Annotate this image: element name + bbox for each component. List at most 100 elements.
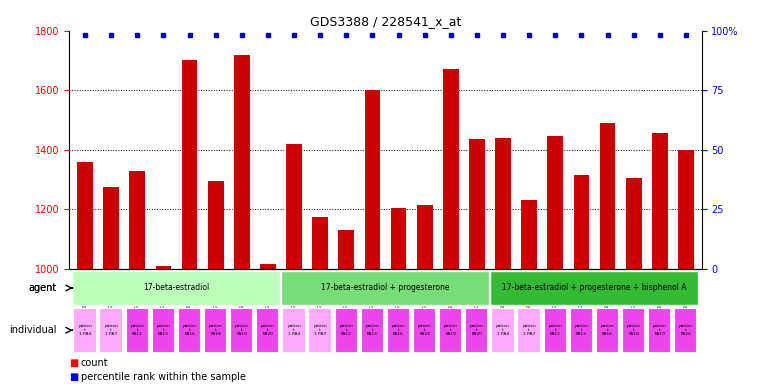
Text: GSM259392: GSM259392 — [239, 271, 244, 310]
Bar — [361, 308, 383, 353]
Bar — [570, 308, 592, 353]
Text: patien
t
PA13: patien t PA13 — [365, 324, 379, 336]
Text: patien
t
PA19: patien t PA19 — [235, 324, 249, 336]
Text: patien
t
PA19: patien t PA19 — [444, 324, 458, 336]
Bar — [103, 187, 119, 269]
Text: patien
t
PA20: patien t PA20 — [470, 324, 484, 336]
Bar — [413, 308, 435, 353]
Text: 17-beta-estradiol + progesterone + bisphenol A: 17-beta-estradiol + progesterone + bisph… — [502, 283, 687, 293]
Text: patien
t
1 PA7: patien t 1 PA7 — [313, 324, 327, 336]
Bar — [182, 60, 197, 269]
Bar — [312, 217, 328, 269]
Text: GSM259342: GSM259342 — [500, 271, 506, 310]
Text: GSM259396: GSM259396 — [474, 271, 480, 310]
Bar — [73, 308, 96, 353]
Bar — [544, 308, 566, 353]
Text: patien
t
PA18: patien t PA18 — [627, 324, 641, 336]
Bar — [491, 308, 513, 353]
Text: patien
t
PA16: patien t PA16 — [601, 324, 614, 336]
Text: GSM259386: GSM259386 — [214, 271, 218, 310]
Bar — [622, 308, 644, 353]
Text: patien
t
1 PA4: patien t 1 PA4 — [287, 324, 301, 336]
Bar — [126, 308, 148, 353]
Text: GSM259349: GSM259349 — [527, 271, 532, 310]
Bar — [574, 175, 589, 269]
Text: GSM259367: GSM259367 — [370, 271, 375, 310]
Bar — [282, 308, 305, 353]
Text: patien
t
1 PA4: patien t 1 PA4 — [78, 324, 92, 336]
Bar — [77, 162, 93, 269]
Bar — [365, 90, 380, 269]
Bar — [130, 170, 145, 269]
Bar — [443, 70, 459, 269]
Text: patien
t
PA20: patien t PA20 — [679, 324, 693, 336]
Text: GSM259393: GSM259393 — [448, 271, 453, 310]
Text: percentile rank within the sample: percentile rank within the sample — [81, 372, 246, 382]
Text: count: count — [81, 358, 109, 368]
Text: 17-beta-estradiol: 17-beta-estradiol — [143, 283, 210, 293]
Text: patien
t
PA18: patien t PA18 — [209, 324, 223, 336]
Bar — [469, 139, 485, 269]
Text: GSM259339: GSM259339 — [82, 271, 88, 310]
Text: patien
t
PA13: patien t PA13 — [157, 324, 170, 336]
Bar — [417, 205, 433, 269]
Bar — [152, 308, 174, 353]
Text: patien
t
1 PA7: patien t 1 PA7 — [104, 324, 118, 336]
Text: patien
t
PA18: patien t PA18 — [418, 324, 432, 336]
Bar — [521, 200, 537, 269]
Bar — [256, 308, 278, 353]
Bar — [517, 308, 540, 353]
Bar — [465, 308, 487, 353]
Bar — [626, 178, 641, 269]
Text: GSM259365: GSM259365 — [161, 271, 166, 310]
Text: 17-beta-estradiol + progesterone: 17-beta-estradiol + progesterone — [322, 283, 449, 293]
Text: patien
t
1 PA7: patien t 1 PA7 — [522, 324, 536, 336]
Bar — [286, 144, 302, 269]
Text: GSM259341: GSM259341 — [291, 271, 297, 310]
Text: GSM259394: GSM259394 — [658, 271, 662, 310]
Bar — [490, 271, 698, 305]
Bar — [596, 308, 618, 353]
Text: patien
t
1 PA4: patien t 1 PA4 — [496, 324, 510, 336]
Text: agent: agent — [29, 283, 57, 293]
Text: GSM259397: GSM259397 — [683, 271, 689, 310]
Text: GSM259346: GSM259346 — [318, 271, 323, 310]
Bar — [495, 138, 511, 269]
Bar — [338, 230, 354, 269]
Bar — [178, 308, 200, 353]
Bar — [260, 264, 276, 269]
Bar — [678, 150, 694, 269]
Bar — [230, 308, 252, 353]
Text: agent: agent — [29, 283, 57, 293]
Text: patien
t
PA12: patien t PA12 — [130, 324, 144, 336]
Bar — [674, 308, 696, 353]
Text: patien
t
PA12: patien t PA12 — [339, 324, 353, 336]
Text: GSM259378: GSM259378 — [396, 271, 401, 310]
Text: GSM259361: GSM259361 — [553, 271, 557, 310]
Title: GDS3388 / 228541_x_at: GDS3388 / 228541_x_at — [310, 15, 461, 28]
Text: GSM259368: GSM259368 — [579, 271, 584, 310]
Text: GSM259388: GSM259388 — [631, 271, 636, 310]
Text: GSM259387: GSM259387 — [423, 271, 427, 310]
Text: individual: individual — [9, 325, 57, 335]
Text: patien
t
PA13: patien t PA13 — [574, 324, 588, 336]
Bar — [391, 208, 406, 269]
Bar — [281, 271, 489, 305]
Text: GSM259377: GSM259377 — [187, 271, 192, 310]
Bar — [308, 308, 331, 353]
Text: patien
t
PA16: patien t PA16 — [392, 324, 406, 336]
Bar — [204, 308, 226, 353]
Bar — [387, 308, 409, 353]
Bar — [652, 133, 668, 269]
Text: GSM259395: GSM259395 — [265, 271, 271, 310]
Bar — [156, 266, 171, 269]
Text: ■: ■ — [69, 372, 79, 382]
Bar — [234, 55, 250, 269]
Text: ■: ■ — [69, 358, 79, 368]
Text: GSM259360: GSM259360 — [344, 271, 348, 310]
Text: patien
t
PA12: patien t PA12 — [548, 324, 562, 336]
Text: patien
t
PA19: patien t PA19 — [653, 324, 667, 336]
Bar — [648, 308, 670, 353]
Text: GSM259379: GSM259379 — [605, 271, 610, 310]
Text: patien
t
PA16: patien t PA16 — [183, 324, 197, 336]
